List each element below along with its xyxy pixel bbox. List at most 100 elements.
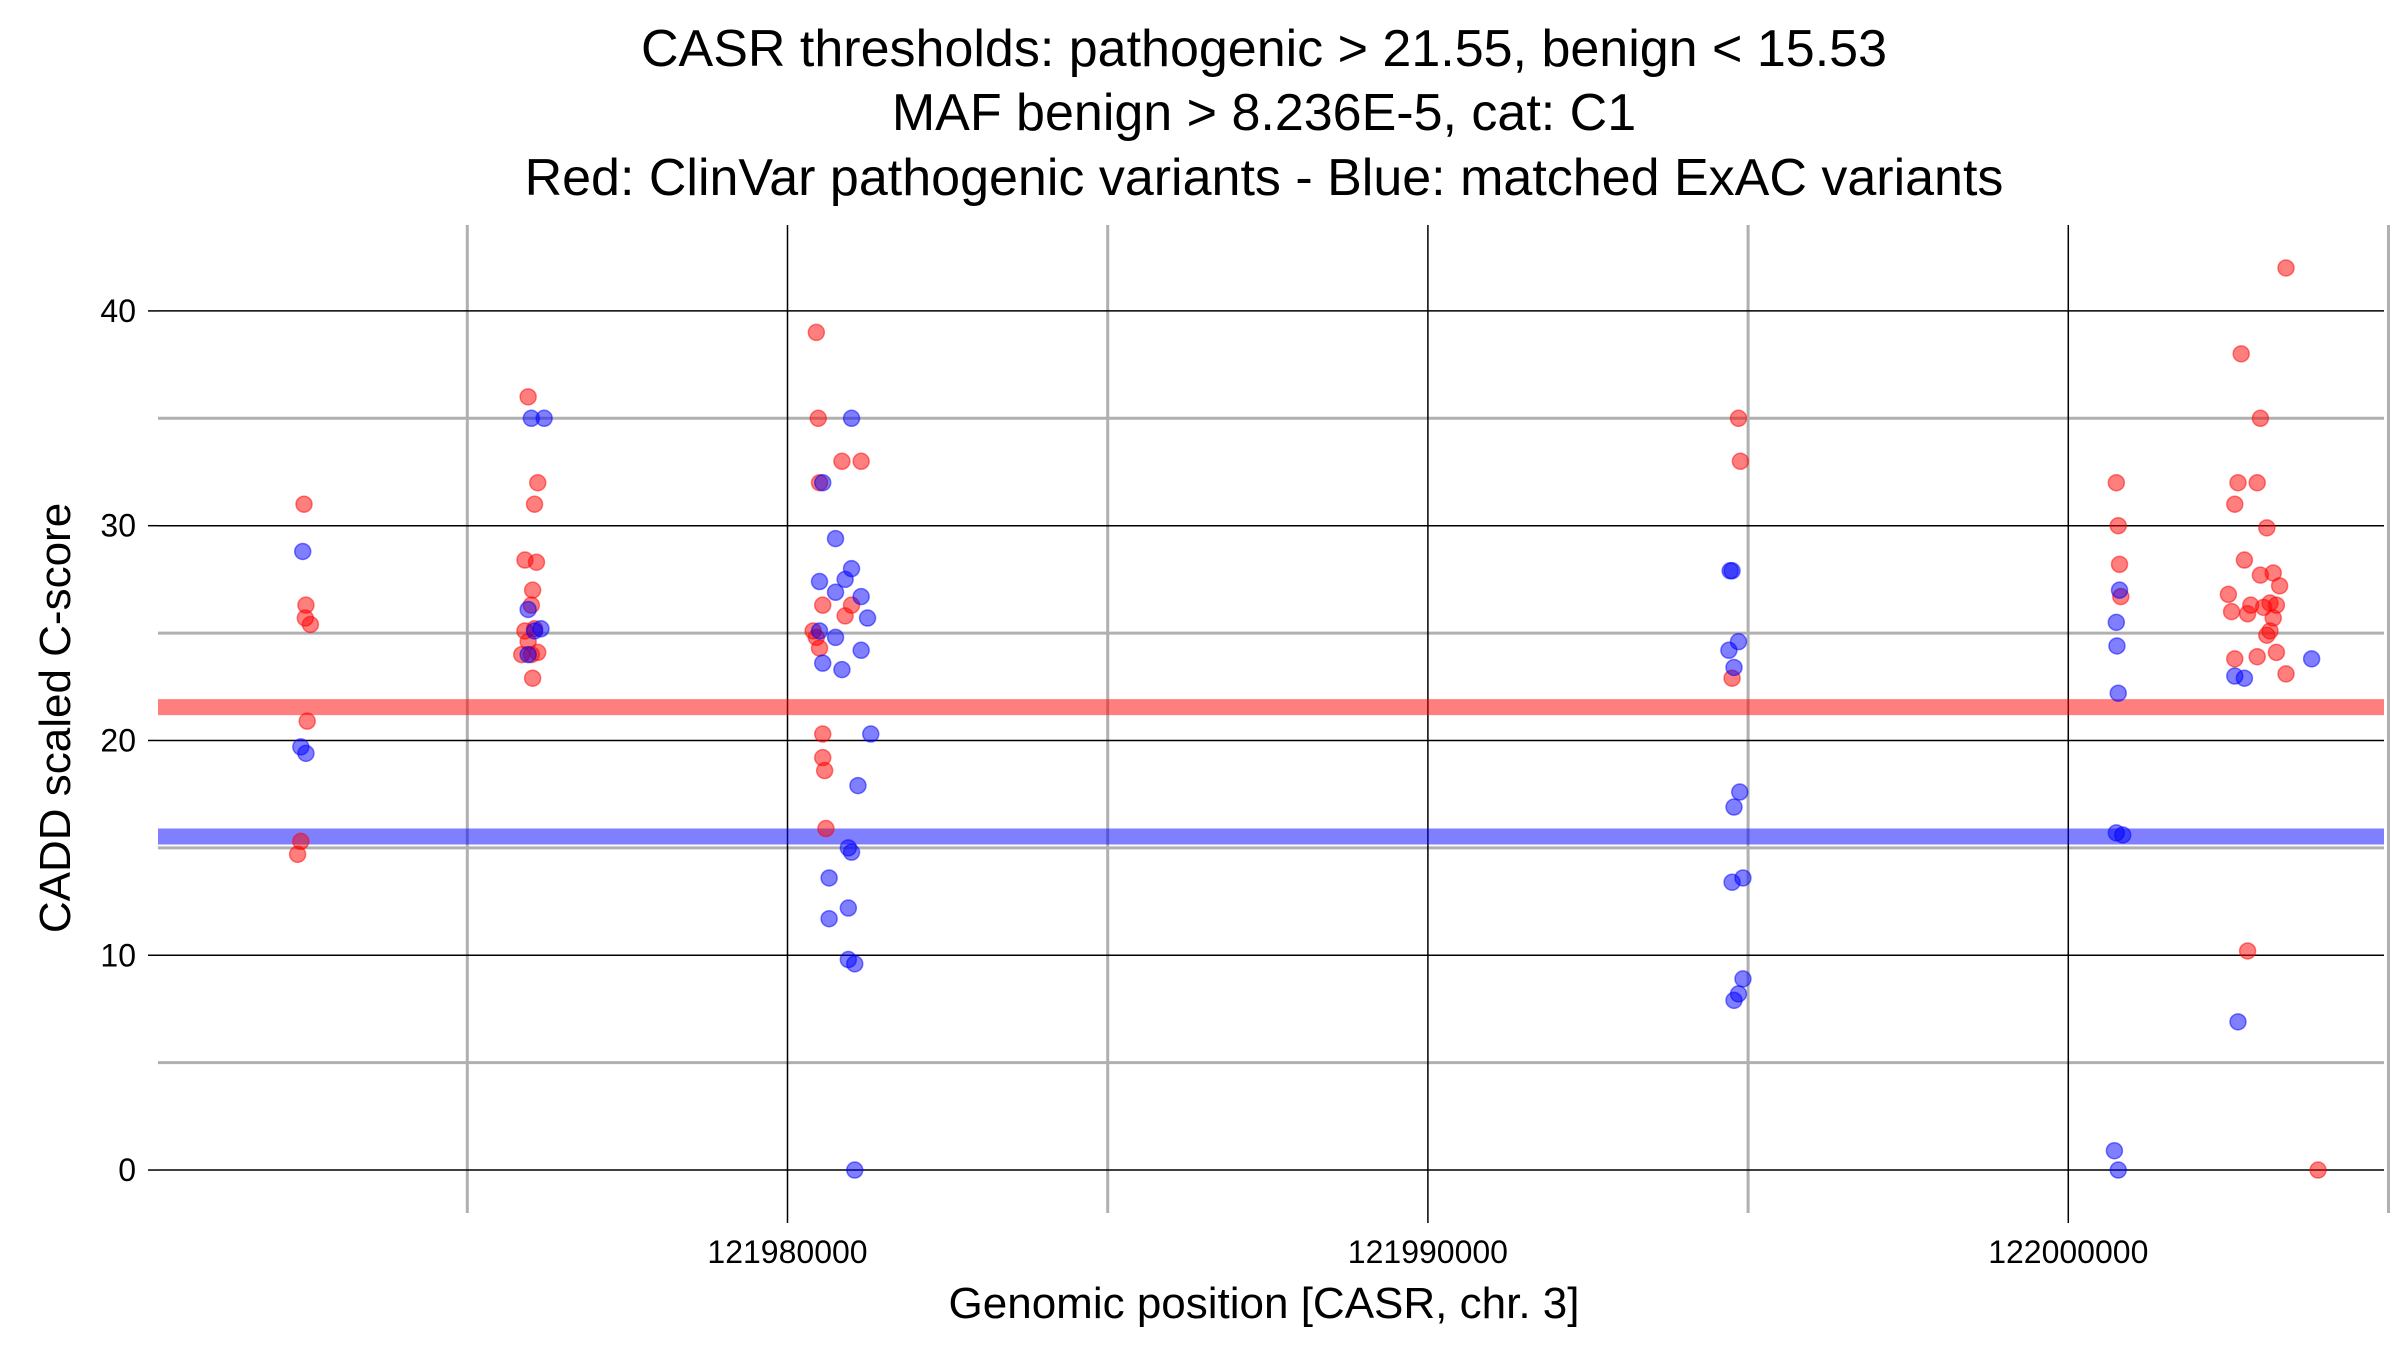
pathogenic-point <box>2251 409 2270 428</box>
pathogenic-point <box>2226 495 2244 513</box>
exac-point <box>845 955 864 973</box>
pathogenic-point <box>2251 566 2270 584</box>
exac-point <box>813 654 832 672</box>
x-tick-label: 121980000 <box>707 1234 867 1270</box>
pathogenic-point <box>523 669 542 687</box>
data-points <box>288 259 2327 1179</box>
pathogenic-point <box>2258 519 2276 537</box>
exac-point <box>833 660 851 679</box>
x-axis-label: Genomic position [CASR, chr. 3] <box>949 1279 1580 1328</box>
pathogenic-point <box>810 639 829 657</box>
x-tick-label: 122000000 <box>1988 1234 2148 1270</box>
pathogenic-point <box>2222 602 2241 621</box>
exac-point <box>813 473 832 492</box>
exac-point <box>2235 669 2254 687</box>
exac-point <box>2108 637 2126 655</box>
x-tick-label: 121990000 <box>1348 1234 1508 1270</box>
exac-point <box>1734 970 1752 988</box>
exac-point <box>1723 873 1741 891</box>
pathogenic-point <box>2248 647 2266 666</box>
pathogenic-point <box>813 725 832 743</box>
pathogenic-point <box>2226 650 2244 668</box>
exac-point <box>849 776 867 795</box>
pathogenic-point <box>833 452 851 471</box>
pathogenic-point <box>852 452 870 471</box>
pathogenic-point <box>813 596 832 614</box>
pathogenic-point <box>2238 942 2257 960</box>
exac-point <box>2113 826 2132 844</box>
exac-point <box>535 409 553 428</box>
exac-point <box>845 1161 864 1179</box>
exac-point <box>519 600 537 619</box>
pathogenic-point <box>301 615 320 634</box>
exac-point <box>1725 658 1743 677</box>
pathogenic-point <box>2270 577 2289 595</box>
pathogenic-point <box>815 761 834 780</box>
exac-point <box>839 899 858 917</box>
pathogenic-point <box>2219 585 2238 604</box>
pathogenic-point <box>2110 555 2129 574</box>
exac-point <box>297 744 315 763</box>
exac-point <box>2302 650 2321 668</box>
pathogenic-point <box>817 819 835 838</box>
exac-point <box>852 587 870 606</box>
y-tick-label: 10 <box>100 937 136 973</box>
exac-point <box>842 843 861 861</box>
pathogenic-point <box>529 473 547 492</box>
pathogenic-point <box>2254 598 2273 617</box>
exac-point <box>810 622 829 640</box>
exac-point <box>852 641 870 660</box>
minor-gridlines <box>158 225 2390 1213</box>
threshold-lines <box>158 699 2384 845</box>
exac-point <box>2105 1141 2124 1160</box>
pathogenic-point <box>2248 473 2266 492</box>
y-axis: 0 10 20 30 40 <box>100 293 158 1188</box>
y-tick-label: 20 <box>100 722 136 758</box>
exac-point <box>1725 991 1743 1010</box>
pathogenic-point <box>807 323 826 342</box>
exac-point <box>1720 641 1738 660</box>
exac-point <box>525 622 544 640</box>
exac-point <box>820 909 838 928</box>
pathogenic-point <box>2107 473 2126 492</box>
exac-point <box>2110 581 2129 599</box>
exac-point <box>2109 684 2127 702</box>
pathogenic-point <box>525 495 544 513</box>
pathogenic-point <box>2277 665 2295 683</box>
y-tick-label: 0 <box>118 1152 136 1188</box>
exac-point <box>862 725 880 743</box>
chart-title: CASR thresholds: pathogenic > 21.55, ben… <box>525 20 2004 207</box>
pathogenic-point <box>2267 643 2286 662</box>
exac-point <box>858 609 877 627</box>
title-line-2: MAF benign > 8.236E-5, cat: C1 <box>892 84 1636 142</box>
pathogenic-point <box>809 409 827 428</box>
pathogenic-point <box>1729 409 1748 428</box>
exac-point <box>842 559 861 578</box>
pathogenic-point <box>2258 626 2276 644</box>
exac-point <box>842 409 861 428</box>
exac-point <box>820 869 838 887</box>
pathogenic-point <box>298 712 316 730</box>
pathogenic-point <box>2229 473 2247 492</box>
y-tick-label: 40 <box>100 293 136 329</box>
pathogenic-point <box>527 553 546 571</box>
exac-point <box>826 628 845 647</box>
title-line-1: CASR thresholds: pathogenic > 21.55, ben… <box>641 20 1887 78</box>
exac-point <box>519 645 537 664</box>
pathogenic-point <box>2109 516 2127 535</box>
major-gridlines <box>158 225 2384 1213</box>
pathogenic-point <box>1731 452 1750 471</box>
exac-point <box>1723 562 1741 580</box>
pathogenic-point <box>2232 345 2250 363</box>
pathogenic-point <box>519 388 537 406</box>
pathogenic-point <box>2309 1161 2327 1179</box>
exac-point <box>2109 1161 2127 1179</box>
pathogenic-point <box>288 845 307 864</box>
y-axis-label: CADD scaled C-score <box>31 503 80 933</box>
exac-point <box>293 542 312 561</box>
pathogenic-point <box>523 581 542 599</box>
x-axis: 121980000 121990000 122000000 <box>707 1213 2148 1270</box>
pathogenic-point <box>295 495 313 513</box>
exac-point <box>826 583 845 602</box>
